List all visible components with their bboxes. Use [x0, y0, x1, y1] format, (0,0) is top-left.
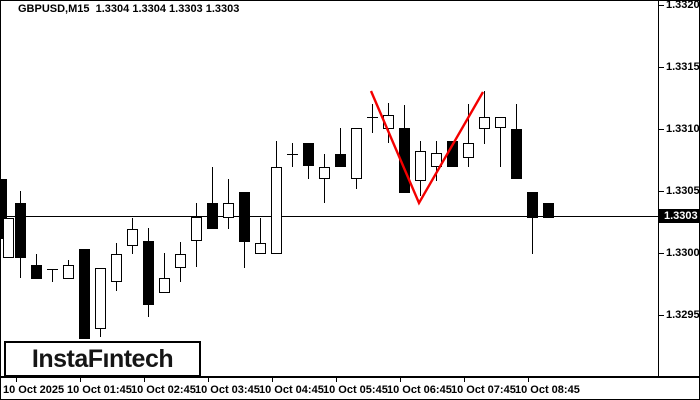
- candle-wick: [292, 143, 293, 167]
- time-tick: [464, 378, 465, 382]
- candle-body-bear: [31, 265, 42, 279]
- candle-body-bear: [143, 241, 154, 305]
- candle-body-bull: [191, 217, 202, 241]
- time-tick: [528, 378, 529, 382]
- candle-wick: [372, 104, 373, 133]
- time-tick: [336, 378, 337, 382]
- candle-wick: [164, 253, 165, 293]
- price-tick-label: 1.3295: [666, 309, 700, 321]
- candle-body-bull: [111, 254, 122, 282]
- candle-body-bull: [351, 128, 362, 179]
- current-price-line: [0, 216, 659, 217]
- candle-wick: [532, 192, 533, 254]
- candle-wick: [468, 104, 469, 167]
- candle-body-doji: [287, 154, 298, 155]
- price-tick-label: 1.3315: [666, 61, 700, 73]
- time-tick-label: 10 Oct 01:45: [67, 384, 132, 396]
- candle-body-bear: [79, 249, 90, 339]
- candle-body-bear: [207, 203, 218, 229]
- candle-wick: [500, 117, 501, 167]
- time-tick: [144, 378, 145, 382]
- price-tick: [658, 253, 664, 254]
- candle-body-bear: [239, 192, 250, 242]
- price-tick-label: 1.3320: [666, 0, 700, 11]
- candle-body-bull: [3, 218, 14, 258]
- candle-body-bear: [543, 203, 554, 218]
- time-tick-label: 10 Oct 06:45: [387, 384, 452, 396]
- candle-body-bull: [431, 153, 442, 167]
- price-tick: [658, 129, 664, 130]
- price-tick: [658, 67, 664, 68]
- time-tick-label: 10 Oct 08:45: [515, 384, 580, 396]
- time-tick: [80, 378, 81, 382]
- candle-body-bull: [175, 254, 186, 268]
- instafintech-logo: InstaFıntech: [4, 341, 201, 377]
- time-tick-label: 10 Oct 07:45: [451, 384, 516, 396]
- candle-body-bull: [319, 167, 330, 179]
- candle-body-bear: [335, 154, 346, 167]
- candle-body-bull: [479, 117, 490, 129]
- candle-body-bull: [63, 265, 74, 279]
- candle-body-bull: [271, 167, 282, 254]
- price-tick: [658, 315, 664, 316]
- price-tick-label: 1.3310: [666, 123, 700, 135]
- candle-body-bull: [463, 143, 474, 158]
- time-tick-label: 10 Oct 2025: [3, 384, 65, 396]
- candle-body-bear: [15, 203, 26, 258]
- candle-body-bull: [223, 203, 234, 218]
- candle-wick: [340, 128, 341, 167]
- candle-body-bull: [415, 151, 426, 181]
- price-axis-line: [658, 0, 659, 378]
- plot-area[interactable]: [0, 0, 659, 377]
- time-tick: [16, 378, 17, 382]
- candle-wick: [260, 218, 261, 254]
- candle-body-bull: [127, 229, 138, 246]
- symbol-ohlc-readout: GBPUSD,M15 1.3304 1.3304 1.3303 1.3303: [18, 3, 240, 15]
- zigzag-pattern: [369, 90, 485, 206]
- time-tick: [208, 378, 209, 382]
- candle-body-bull: [255, 243, 266, 254]
- candle-body-bear: [303, 143, 314, 166]
- price-tick-label: 1.3300: [666, 247, 700, 259]
- candle-body-bull: [95, 268, 106, 329]
- time-tick-label: 10 Oct 03:45: [195, 384, 260, 396]
- price-tick: [658, 5, 664, 6]
- time-tick-label: 10 Oct 04:45: [259, 384, 324, 396]
- time-axis-line: [0, 376, 700, 378]
- time-tick-label: 10 Oct 05:45: [323, 384, 388, 396]
- candle-body-doji: [367, 117, 378, 118]
- price-tick-label: 1.3305: [666, 185, 700, 197]
- candle-body-bear: [511, 129, 522, 179]
- candle-body-doji: [47, 269, 58, 270]
- time-tick-label: 10 Oct 02:45: [131, 384, 196, 396]
- candle-body-bear: [527, 192, 538, 218]
- price-tick: [658, 191, 664, 192]
- candle-wick: [212, 167, 213, 229]
- candle-body-bull: [159, 278, 170, 293]
- time-tick: [400, 378, 401, 382]
- current-price-tag: 1.3303: [659, 209, 700, 223]
- time-tick: [272, 378, 273, 382]
- candle-body-bull: [495, 117, 506, 128]
- candle-wick: [52, 269, 53, 282]
